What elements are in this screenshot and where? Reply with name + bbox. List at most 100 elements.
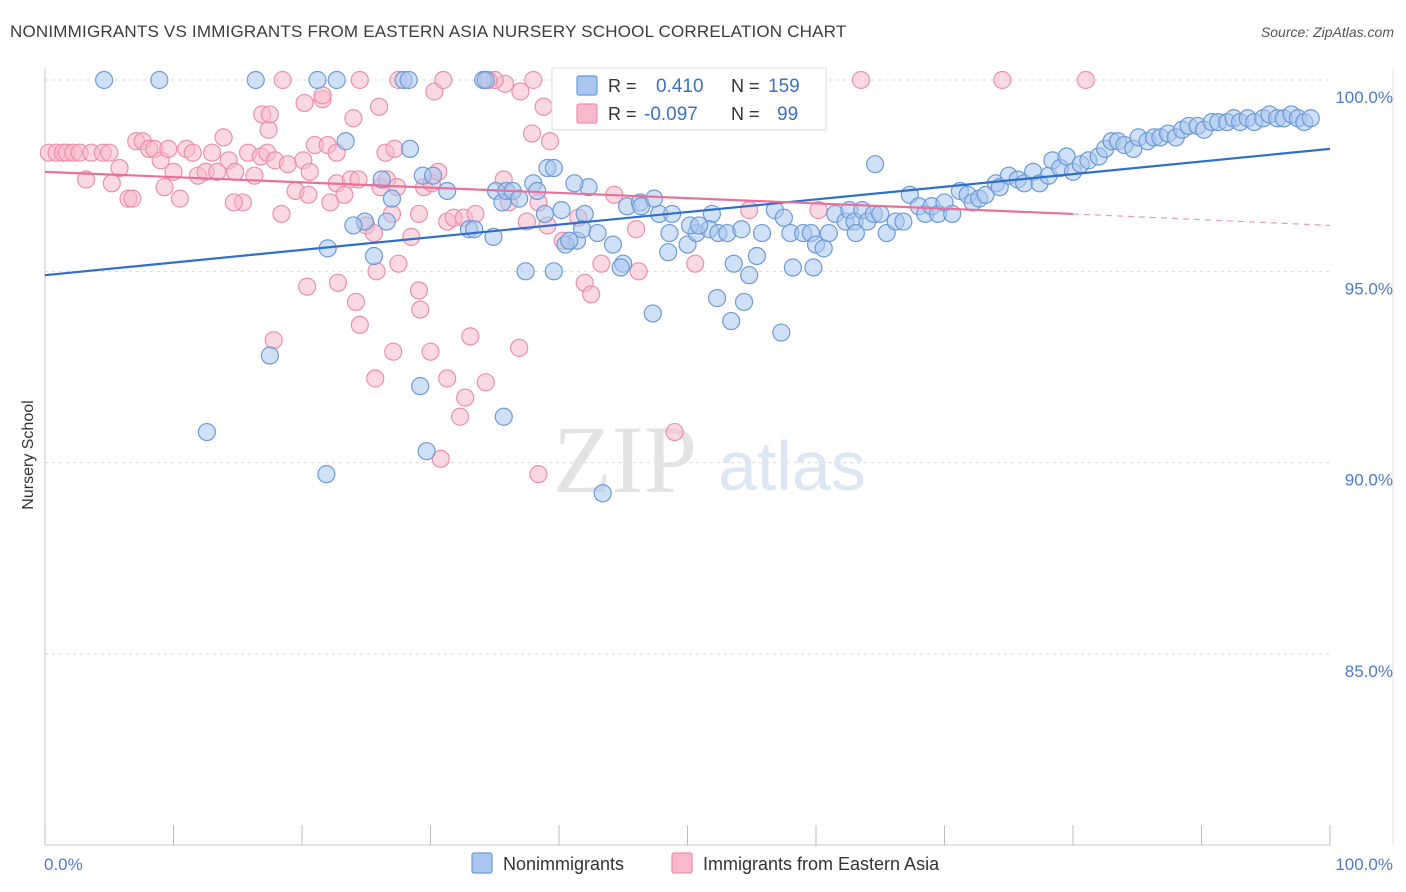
data-point-nonimmigrants: [819, 223, 838, 243]
data-point-nonimmigrants: [588, 223, 607, 243]
data-point-immigrants: [295, 93, 314, 113]
data-point-nonimmigrants: [344, 216, 363, 235]
data-point-immigrants: [851, 70, 871, 90]
data-point-nonimmigrants: [372, 170, 391, 189]
data-point-nonimmigrants: [400, 139, 420, 158]
data-point-immigrants: [226, 162, 245, 181]
stats-n-label-1: N =: [731, 76, 760, 96]
data-point-immigrants: [524, 70, 543, 90]
data-point-immigrants: [409, 281, 429, 300]
trend-line-nonimmigrants: [44, 147, 1331, 277]
data-point-immigrants: [183, 143, 202, 162]
data-point-nonimmigrants: [866, 155, 885, 174]
data-point-immigrants: [389, 254, 408, 273]
stats-r-label-1: R =: [608, 76, 637, 96]
data-point-nonimmigrants: [1301, 109, 1320, 128]
data-point-immigrants: [155, 178, 174, 197]
data-point-immigrants: [476, 373, 495, 392]
watermark-zip: ZIP: [553, 406, 697, 513]
data-point-immigrants: [278, 155, 297, 174]
chart-title: NONIMMIGRANTS VS IMMIGRANTS FROM EASTERN…: [10, 22, 847, 41]
data-point-nonimmigrants: [747, 246, 766, 266]
data-point-nonimmigrants: [804, 258, 823, 277]
data-point-nonimmigrants: [722, 311, 741, 331]
data-point-nonimmigrants: [197, 422, 217, 442]
data-point-nonimmigrants: [317, 465, 336, 484]
data-point-immigrants: [259, 120, 278, 139]
data-point-immigrants: [582, 285, 601, 304]
data-point-nonimmigrants: [417, 442, 436, 461]
data-point-immigrants: [264, 331, 283, 350]
stats-n-label-2: N =: [731, 104, 760, 124]
data-point-immigrants: [450, 407, 470, 426]
series-nonimmigrants-points: [95, 70, 1320, 503]
data-point-immigrants: [224, 193, 243, 212]
data-point-immigrants: [328, 273, 348, 292]
data-point-immigrants: [529, 465, 548, 484]
stats-r-value-1: 0.410: [656, 76, 704, 97]
data-point-immigrants: [421, 342, 440, 361]
data-point-nonimmigrants: [814, 239, 833, 258]
data-point-nonimmigrants: [734, 292, 754, 312]
trend-line-immigrants-extension: [1072, 213, 1331, 227]
data-point-immigrants: [214, 128, 233, 147]
data-point-immigrants: [740, 201, 759, 220]
data-point-immigrants: [366, 369, 385, 388]
data-point-nonimmigrants: [246, 70, 265, 90]
data-point-nonimmigrants: [593, 484, 612, 503]
data-point-immigrants: [665, 422, 684, 442]
data-point-immigrants: [273, 70, 292, 90]
data-point-nonimmigrants: [643, 304, 662, 323]
data-point-nonimmigrants: [732, 220, 751, 239]
data-point-nonimmigrants: [894, 212, 913, 231]
data-point-nonimmigrants: [689, 216, 709, 235]
legend-swatch-nonimmigrants: [471, 852, 493, 874]
x-tick-label-min: 0.0%: [44, 855, 83, 874]
data-point-nonimmigrants: [150, 70, 169, 90]
data-point-nonimmigrants: [438, 181, 457, 201]
data-point-nonimmigrants: [740, 266, 759, 285]
data-point-immigrants: [313, 86, 332, 105]
data-point-immigrants: [384, 342, 403, 361]
data-point-nonimmigrants: [560, 231, 579, 250]
x-tick-label-max: 100.0%: [1335, 855, 1393, 874]
data-point-immigrants: [456, 388, 475, 407]
y-tick-label: 100.0%: [1335, 88, 1393, 107]
trend-lines: [44, 147, 1331, 277]
stats-legend: R = 0.410 N = 159 R = -0.097 N = 99: [551, 67, 827, 131]
data-point-immigrants: [102, 174, 121, 193]
x-tick-labels: 0.0% 100.0%: [44, 855, 1393, 874]
data-point-nonimmigrants: [611, 258, 630, 277]
data-point-nonimmigrants: [327, 70, 346, 90]
data-point-nonimmigrants: [95, 70, 114, 90]
data-point-nonimmigrants: [660, 223, 679, 243]
data-point-nonimmigrants: [465, 220, 484, 239]
data-point-immigrants: [170, 189, 190, 208]
axes: [44, 68, 1394, 846]
data-point-immigrants: [370, 97, 389, 116]
data-point-nonimmigrants: [308, 70, 327, 90]
data-point-immigrants: [202, 143, 222, 162]
source-label: Source: ZipAtlas.com: [1260, 24, 1394, 40]
legend-label-immigrants: Immigrants from Eastern Asia: [703, 854, 940, 874]
stats-r-value-2: -0.097: [644, 104, 698, 125]
data-point-nonimmigrants: [336, 132, 355, 151]
stats-swatch-blue: [576, 75, 598, 96]
data-point-immigrants: [1076, 70, 1095, 90]
data-point-immigrants: [100, 143, 119, 162]
legend-swatch-immigrants: [671, 852, 693, 874]
data-point-nonimmigrants: [544, 158, 563, 178]
data-point-nonimmigrants: [364, 246, 384, 266]
data-point-nonimmigrants: [260, 346, 279, 365]
data-point-immigrants: [367, 262, 386, 281]
data-point-immigrants: [592, 254, 611, 273]
data-point-immigrants: [686, 254, 705, 273]
data-point-immigrants: [522, 124, 542, 143]
y-axis-label: Nursery School: [20, 400, 37, 509]
data-point-immigrants: [260, 105, 279, 124]
data-point-nonimmigrants: [377, 212, 396, 231]
data-point-nonimmigrants: [644, 189, 664, 208]
data-point-immigrants: [993, 70, 1012, 90]
data-point-nonimmigrants: [411, 377, 430, 396]
data-point-nonimmigrants: [382, 189, 402, 208]
